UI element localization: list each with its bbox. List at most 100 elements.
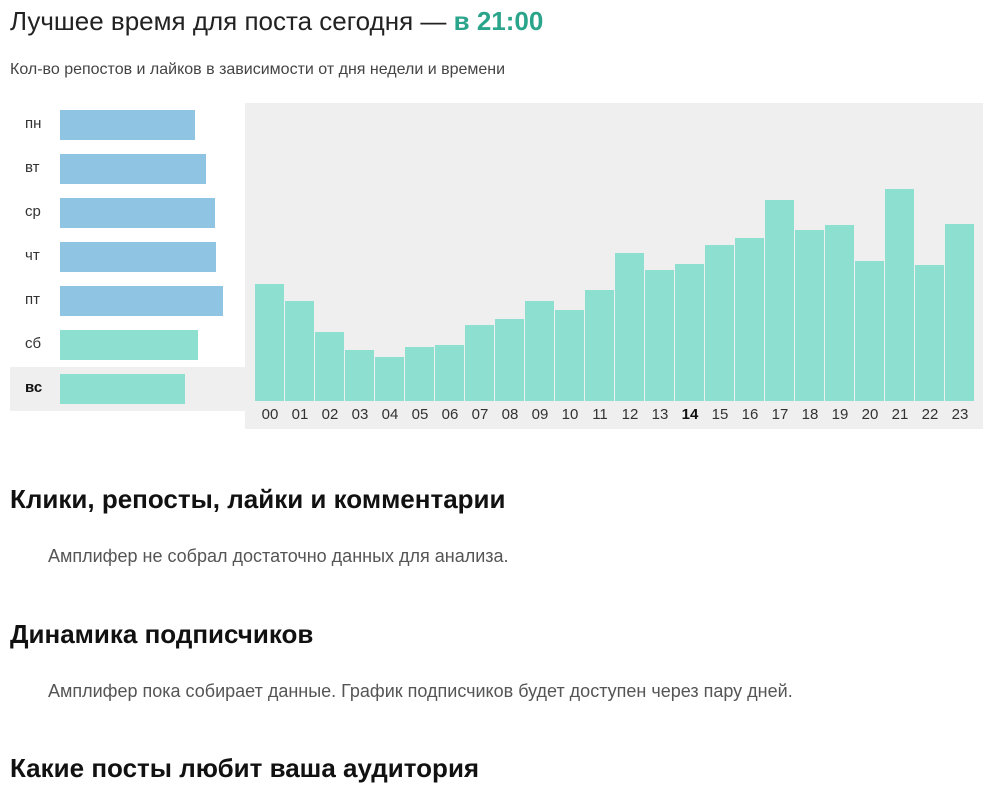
weekday-label: вт [25, 159, 40, 176]
hour-bar [375, 357, 404, 401]
hour-label: 15 [711, 406, 729, 423]
hour-label: 06 [441, 406, 459, 423]
hour-bar [795, 230, 824, 401]
hour-label: 04 [381, 406, 399, 423]
hour-column[interactable]: 11 [585, 103, 615, 429]
hour-column[interactable]: 12 [615, 103, 645, 429]
hour-label: 18 [801, 406, 819, 423]
hour-column[interactable]: 10 [555, 103, 585, 429]
weekday-label: сб [25, 335, 42, 352]
hour-label: 22 [921, 406, 939, 423]
section-title-favorite-posts: Какие посты любит ваша аудитория [10, 753, 480, 783]
hour-bar [345, 350, 374, 401]
hour-label: 09 [531, 406, 549, 423]
hour-label: 07 [471, 406, 489, 423]
hour-label: 12 [621, 406, 639, 423]
weekday-bar [60, 198, 215, 228]
headline-prefix: Лучшее время для поста сегодня — [10, 6, 447, 36]
section-title-engagement: Клики, репосты, лайки и комментарии [10, 484, 506, 514]
chart-subtitle: Кол-во репостов и лайков в зависимости о… [10, 61, 506, 78]
hour-label: 14 [681, 406, 699, 423]
hour-label: 23 [951, 406, 969, 423]
hour-label: 01 [291, 406, 309, 423]
hour-column[interactable]: 06 [435, 103, 465, 429]
weekday-bar [60, 154, 206, 184]
hour-column[interactable]: 07 [465, 103, 495, 429]
hour-bar [855, 261, 884, 401]
weekday-row[interactable]: сб [10, 323, 245, 367]
section-text-subscribers: Амплифер пока собирает данные. График по… [48, 681, 793, 701]
hour-label: 17 [771, 406, 789, 423]
hour-column[interactable]: 08 [495, 103, 525, 429]
weekday-label: пт [25, 291, 40, 308]
hour-bar [705, 245, 734, 401]
hourly-chart: 00 01 02 03 04 05 06 07 08 09 10 11 12 13 14 15 16 17 18 19… [245, 103, 983, 429]
hour-column[interactable]: 13 [645, 103, 675, 429]
hour-bar [405, 347, 434, 401]
hour-bar [495, 319, 524, 401]
hour-label: 19 [831, 406, 849, 423]
weekday-row[interactable]: ср [10, 191, 245, 235]
weekday-bar [60, 110, 195, 140]
hour-label: 08 [501, 406, 519, 423]
hour-column[interactable]: 04 [375, 103, 405, 429]
hour-column[interactable]: 23 [945, 103, 975, 429]
weekday-row[interactable]: чт [10, 235, 245, 279]
hour-column[interactable]: 22 [915, 103, 945, 429]
hour-bar [435, 345, 464, 401]
weekday-label: пн [25, 115, 42, 132]
hour-bar [885, 189, 914, 401]
best-time-value: в 21:00 [453, 6, 544, 36]
weekday-row[interactable]: пт [10, 279, 245, 323]
weekday-label: чт [25, 247, 40, 264]
weekday-bar [60, 374, 185, 404]
hour-column[interactable]: 16 [735, 103, 765, 429]
hour-column[interactable]: 18 [795, 103, 825, 429]
section-title-subscribers: Динамика подписчиков [10, 619, 314, 649]
hour-column[interactable]: 09 [525, 103, 555, 429]
hour-bar [555, 310, 584, 401]
hour-label: 20 [861, 406, 879, 423]
hour-label: 13 [651, 406, 669, 423]
section-text-engagement: Амплифер не собрал достаточно данных для… [48, 546, 509, 566]
hour-bar [645, 270, 674, 401]
weekday-row[interactable]: вт [10, 147, 245, 191]
weekday-row[interactable]: вс [10, 367, 245, 411]
hour-bar [255, 284, 284, 401]
hour-label: 02 [321, 406, 339, 423]
weekday-bar [60, 242, 216, 272]
hour-column[interactable]: 03 [345, 103, 375, 429]
hour-column[interactable]: 05 [405, 103, 435, 429]
hour-label: 11 [592, 406, 608, 423]
weekday-row[interactable]: пн [10, 103, 245, 147]
hour-column[interactable]: 00 [255, 103, 285, 429]
weekday-label: ср [25, 203, 41, 220]
weekday-chart: пн вт ср чт пт сб вс [10, 103, 245, 411]
hour-bar [945, 224, 974, 401]
weekday-label: вс [25, 379, 43, 396]
hour-bar [285, 301, 314, 401]
hour-column[interactable]: 20 [855, 103, 885, 429]
hour-column[interactable]: 01 [285, 103, 315, 429]
hour-label: 21 [891, 406, 909, 423]
weekday-bar [60, 286, 223, 316]
hour-column[interactable]: 19 [825, 103, 855, 429]
hour-bar [525, 301, 554, 401]
best-time-headline: Лучшее время для поста сегодня — в 21:00 [10, 6, 543, 37]
hour-column[interactable]: 14 [675, 103, 705, 429]
hour-bar [585, 290, 614, 401]
hour-bar [825, 225, 854, 401]
hour-column[interactable]: 17 [765, 103, 795, 429]
hour-column[interactable]: 02 [315, 103, 345, 429]
hour-label: 00 [261, 406, 279, 423]
hour-column[interactable]: 21 [885, 103, 915, 429]
hour-bar [465, 325, 494, 401]
weekday-bar [60, 330, 198, 360]
hour-label: 03 [351, 406, 369, 423]
hour-bar [615, 253, 644, 401]
hour-column[interactable]: 15 [705, 103, 735, 429]
hour-label: 05 [411, 406, 429, 423]
hour-label: 10 [561, 406, 579, 423]
hour-label: 16 [741, 406, 759, 423]
hour-bar [765, 200, 794, 401]
